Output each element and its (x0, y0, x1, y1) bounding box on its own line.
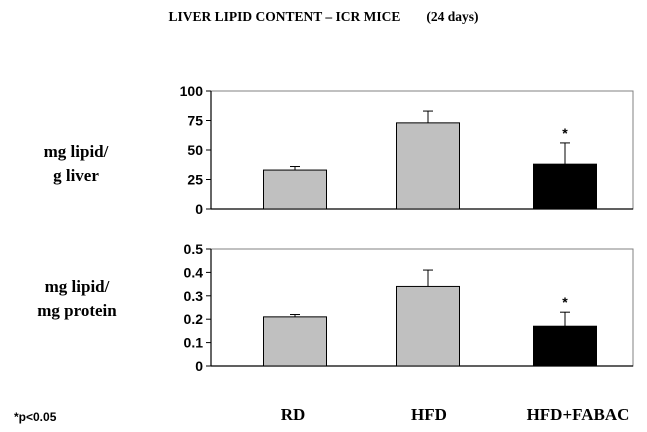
y-axis-label-bottom-line1: mg lipid/ (44, 277, 110, 296)
y-tick-label-top: 0 (195, 201, 203, 217)
title-period: (24 days) (426, 9, 479, 24)
y-tick-label-bottom: 0.1 (184, 335, 204, 351)
category-label-hfd: HFD (411, 405, 447, 424)
y-axis-label-top: mg lipid/ g liver (26, 140, 126, 188)
category-label-hfd-fabac: HFD+FABAC (526, 405, 630, 424)
category-label-rd: RD (280, 405, 306, 424)
y-tick-label-bottom: 0.2 (184, 311, 204, 327)
y-tick-label-top: 25 (187, 172, 203, 188)
bar-top-1 (396, 122, 460, 210)
y-axis-label-top-line2: g liver (53, 166, 99, 185)
y-tick-label-top: 100 (180, 83, 204, 99)
y-tick-label-top: 50 (187, 142, 203, 158)
y-axis-label-bottom: mg lipid/ mg protein (24, 275, 130, 323)
y-axis-label-top-line1: mg lipid/ (43, 142, 109, 161)
y-axis-label-bottom-line2: mg protein (37, 301, 117, 320)
y-tick-label-bottom: 0.3 (184, 288, 204, 304)
significance-marker-top-2: * (562, 125, 568, 141)
chart-title: LIVER LIPID CONTENT – ICR MICE (24 days) (0, 9, 647, 25)
y-tick-label-bottom: 0.5 (184, 241, 204, 257)
bar-top-2 (533, 163, 597, 210)
significance-marker-bottom-2: * (562, 294, 568, 310)
significance-footnote: *p<0.05 (14, 410, 57, 424)
bar-top-0 (263, 169, 327, 210)
y-tick-label-bottom: 0.4 (184, 264, 204, 280)
y-tick-label-top: 75 (187, 113, 203, 129)
y-tick-label-bottom: 0 (195, 358, 203, 374)
title-main: LIVER LIPID CONTENT – ICR MICE (168, 9, 401, 24)
bar-bottom-1 (396, 285, 460, 367)
bar-bottom-2 (533, 325, 597, 367)
bar-bottom-0 (263, 316, 327, 367)
